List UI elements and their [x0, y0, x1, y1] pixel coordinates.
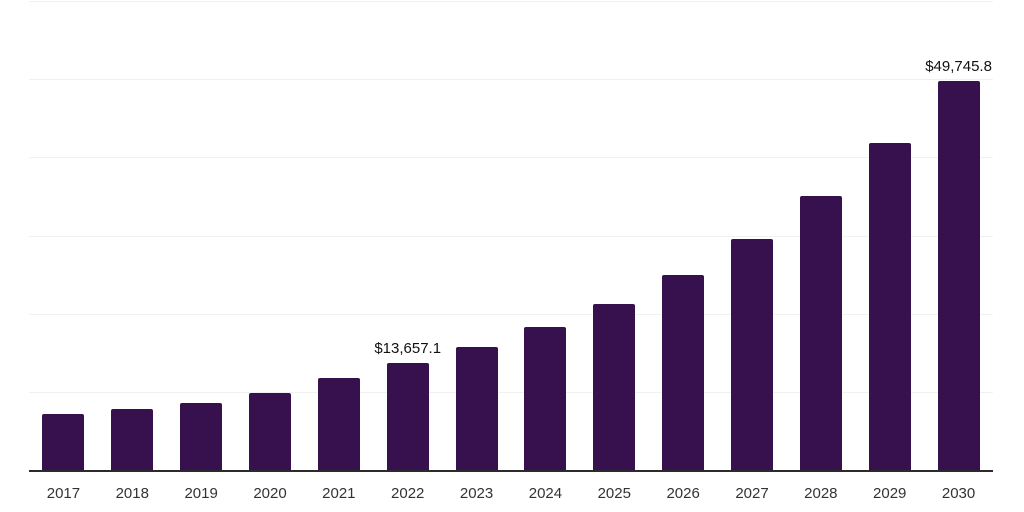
bar-2020[interactable]: [249, 392, 291, 470]
gridline-40000: [29, 157, 993, 159]
x-tick-label-2017: 2017: [46, 485, 81, 502]
gridline-60000: [29, 1, 993, 2]
gridline-30000: [29, 235, 993, 237]
gridline-20000: [29, 313, 993, 315]
bar-2017[interactable]: [42, 413, 85, 470]
x-tick-label-2020: 2020: [253, 485, 287, 502]
x-tick-label-2027: 2027: [735, 485, 769, 502]
data-label-2022: $13,657.1: [374, 340, 442, 358]
bar-2023[interactable]: [455, 347, 498, 470]
bar-2029[interactable]: [868, 143, 911, 470]
x-tick-label-2028: 2028: [804, 485, 838, 502]
bar-2027[interactable]: [731, 239, 773, 470]
data-label-2030: $49,745.8: [925, 58, 992, 76]
x-tick-label-2019: 2019: [184, 485, 218, 502]
x-tick-label-2024: 2024: [528, 485, 563, 502]
x-tick-label-2029: 2029: [873, 485, 907, 502]
x-tick-label-2025: 2025: [597, 485, 631, 502]
bar-2025[interactable]: [593, 303, 636, 470]
x-axis-line: [29, 470, 993, 472]
bar-2030[interactable]: [937, 81, 980, 470]
bar-2024[interactable]: [524, 327, 567, 470]
x-tick-label-2026: 2026: [666, 485, 700, 502]
bar-2026[interactable]: [662, 274, 705, 470]
gridline-50000: [29, 79, 993, 81]
x-tick-label-2021: 2021: [322, 485, 356, 502]
bar-2022[interactable]: [386, 363, 429, 470]
x-tick-label-2018: 2018: [115, 485, 149, 502]
x-tick-label-2022: 2022: [391, 485, 425, 502]
x-tick-label-2030: 2030: [941, 485, 976, 502]
x-tick-label-2023: 2023: [459, 485, 494, 502]
bar-2021[interactable]: [317, 377, 360, 470]
bar-2018[interactable]: [111, 409, 154, 470]
gridline-10000: [29, 391, 993, 393]
bar-2028[interactable]: [799, 196, 842, 470]
bar-2019[interactable]: [180, 402, 223, 470]
